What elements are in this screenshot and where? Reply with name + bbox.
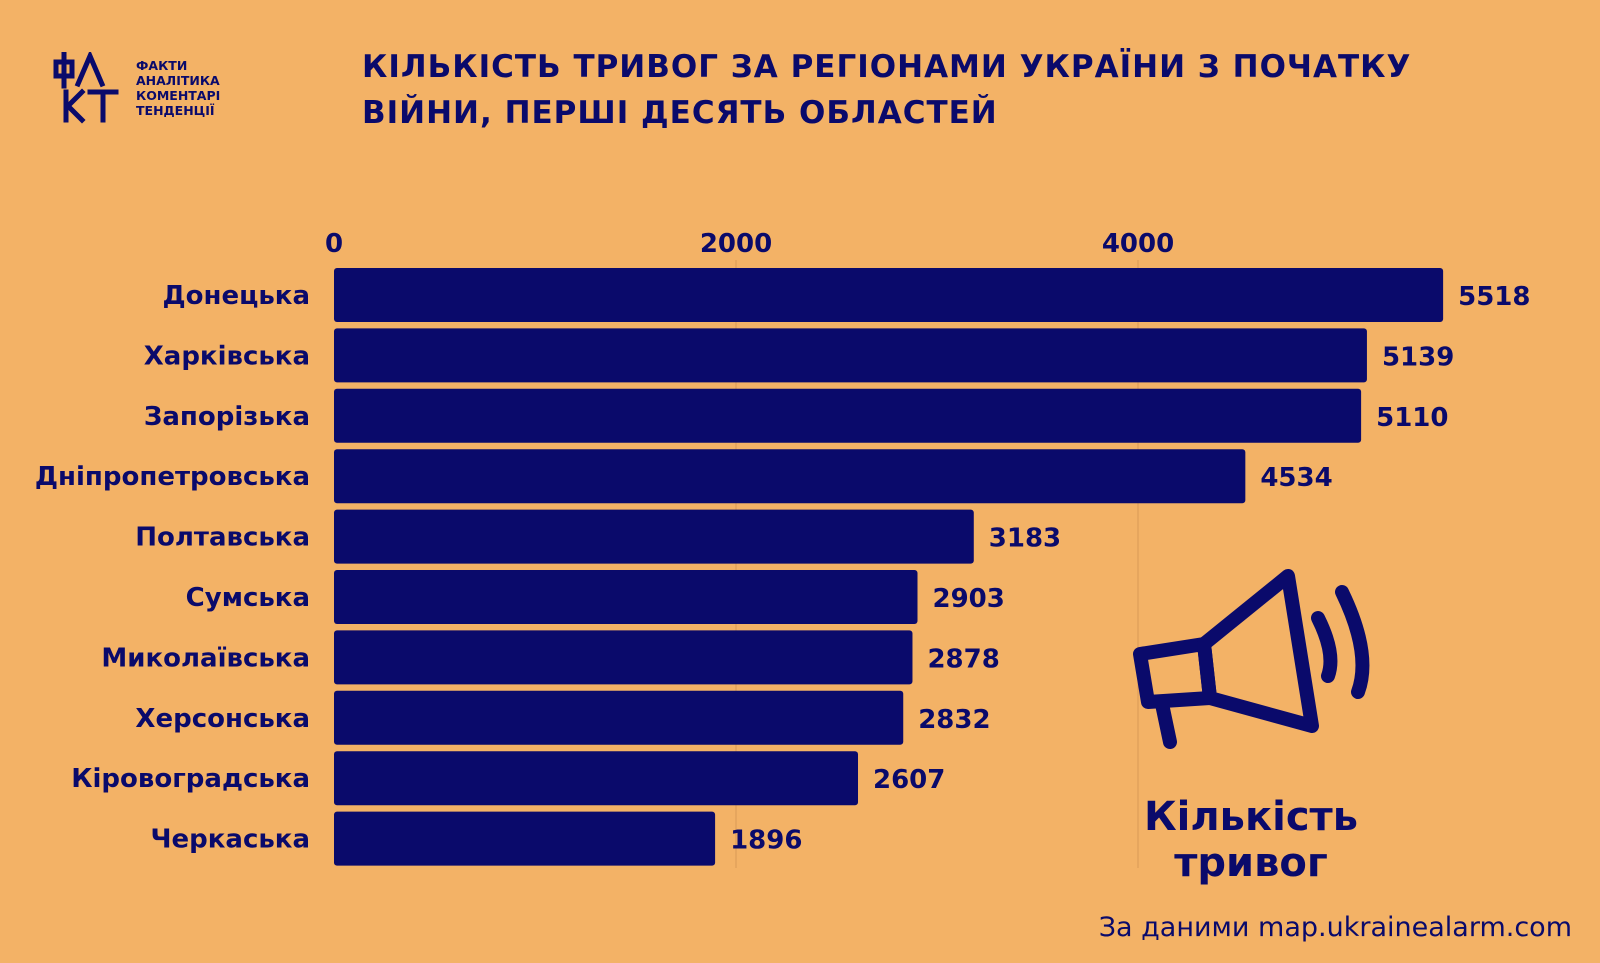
- source-note: За даними map.ukrainealarm.com: [1098, 912, 1572, 943]
- category-label: Запорізька: [144, 402, 310, 432]
- chart-title-line-2: ВІЙНИ, ПЕРШІ ДЕСЯТЬ ОБЛАСТЕЙ: [362, 95, 998, 131]
- bar: [334, 509, 974, 564]
- data-label: 5518: [1458, 282, 1530, 312]
- logo-line: ТЕНДЕНЦІЇ: [136, 103, 215, 118]
- data-label: 2832: [918, 705, 990, 735]
- logo-line: ФАКТИ: [136, 58, 188, 73]
- data-label: 5139: [1382, 342, 1454, 372]
- category-label: Миколаївська: [101, 643, 310, 673]
- category-label: Сумська: [186, 583, 310, 613]
- fakt-logo-mark: [53, 52, 119, 124]
- bar: [334, 570, 918, 624]
- bar: [334, 630, 913, 685]
- data-label: 1896: [730, 826, 802, 856]
- bar: [334, 811, 716, 866]
- data-label: 5110: [1376, 403, 1448, 433]
- category-label: Дніпропетровська: [35, 462, 310, 492]
- category-label: Черкаська: [151, 825, 311, 855]
- category-label: Полтавська: [135, 523, 310, 553]
- data-label: 2903: [933, 584, 1005, 614]
- bar: [334, 751, 859, 806]
- x-tick-label: 4000: [1102, 229, 1174, 259]
- logo-text: ФАКТИ АНАЛІТИКА КОМЕНТАРІ ТЕНДЕНЦІЇ: [136, 58, 220, 118]
- data-label: 2607: [873, 765, 945, 795]
- category-label: Херсонська: [135, 704, 310, 734]
- chart-title-line-1: КІЛЬКІСТЬ ТРИВОГ ЗА РЕГІОНАМИ УКРАЇНИ З …: [362, 49, 1412, 85]
- bar: [334, 268, 1444, 322]
- category-label: Донецька: [162, 281, 310, 311]
- bar: [334, 328, 1367, 383]
- logo: ФАКТИ АНАЛІТИКА КОМЕНТАРІ ТЕНДЕНЦІЇ: [50, 52, 240, 124]
- category-label: Кіровоградська: [71, 764, 310, 794]
- x-tick-label: 2000: [700, 229, 772, 259]
- logo-line: АНАЛІТИКА: [136, 73, 220, 88]
- bar: [334, 449, 1246, 504]
- category-label: Харківська: [144, 341, 310, 371]
- chart-title: КІЛЬКІСТЬ ТРИВОГ ЗА РЕГІОНАМИ УКРАЇНИ З …: [362, 44, 1542, 136]
- data-label: 2878: [927, 644, 999, 674]
- x-tick-label: 0: [325, 229, 343, 259]
- data-label: 3183: [989, 524, 1061, 554]
- bar: [334, 388, 1362, 443]
- data-label: 4534: [1260, 463, 1332, 493]
- legend-label: Кількість тривог: [1143, 794, 1359, 886]
- bar: [334, 690, 904, 745]
- megaphone-icon: [1133, 569, 1370, 749]
- logo-line: КОМЕНТАРІ: [136, 88, 221, 103]
